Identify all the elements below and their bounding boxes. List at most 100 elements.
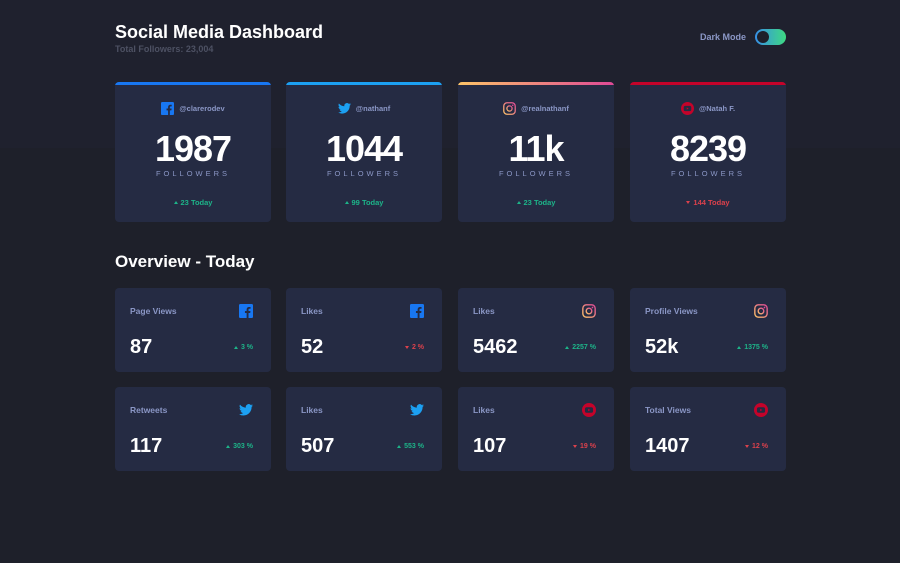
card-accent-bar — [630, 82, 786, 85]
overview-card[interactable]: Total Views 1407 12 % — [630, 387, 786, 471]
follower-card-youtube[interactable]: @Natah F. 8239 FOLLOWERS 144 Today — [630, 82, 786, 222]
overview-card[interactable]: Page Views 87 3 % — [115, 288, 271, 372]
header: Social Media Dashboard Total Followers: … — [115, 0, 786, 82]
arrow-up-icon — [397, 445, 402, 448]
follower-unit: FOLLOWERS — [155, 169, 231, 178]
metric-change: 12 % — [745, 443, 768, 450]
metric-value: 1407 — [645, 435, 690, 457]
metric-label: Retweets — [130, 405, 168, 415]
arrow-up-icon — [226, 445, 231, 448]
metric-change-text: 2257 % — [572, 344, 596, 351]
metric-change-text: 1375 % — [744, 344, 768, 351]
metric-label: Total Views — [645, 405, 691, 415]
page-title: Social Media Dashboard — [115, 22, 324, 42]
handle: @Natah F. — [698, 104, 736, 113]
metric-label: Likes — [473, 306, 495, 316]
arrow-up-icon — [233, 346, 238, 349]
metric-value: 5462 — [473, 336, 518, 358]
youtube-icon — [680, 102, 694, 115]
youtube-icon — [754, 403, 768, 417]
card-accent-bar — [286, 82, 442, 85]
overview-card[interactable]: Likes 52 2 % — [286, 288, 442, 372]
total-followers: Total Followers: 23,004 — [115, 44, 214, 54]
follower-card-twitter[interactable]: @nathanf 1044 FOLLOWERS 99 Today — [286, 82, 442, 222]
metric-change: 1375 % — [737, 344, 768, 351]
instagram-icon — [754, 304, 768, 318]
metric-label: Page Views — [130, 306, 177, 316]
twitter-icon — [410, 403, 424, 417]
overview-card[interactable]: Profile Views 52k 1375 % — [630, 288, 786, 372]
overview-card[interactable]: Likes 5462 2257 % — [458, 288, 614, 372]
overview-card[interactable]: Retweets 117 303 % — [115, 387, 271, 471]
dark-mode-toggle[interactable] — [755, 29, 786, 45]
follower-card-facebook[interactable]: @clarerodev 1987 FOLLOWERS 23 Today — [115, 82, 271, 222]
follower-count: 1044 — [325, 128, 403, 169]
follower-card-instagram[interactable]: @realnathanf 11k FOLLOWERS 23 Today — [458, 82, 614, 222]
metric-change-text: 303 % — [233, 443, 253, 450]
follower-unit: FOLLOWERS — [326, 169, 402, 178]
handle-row: @nathanf — [286, 102, 442, 115]
card-accent-bar — [115, 82, 271, 85]
metric-change: 19 % — [573, 443, 596, 450]
handle: @realnathanf — [521, 104, 569, 113]
youtube-icon — [582, 403, 596, 417]
metric-value: 52 — [301, 336, 324, 358]
twitter-icon — [239, 403, 253, 417]
handle-row: @clarerodev — [115, 102, 271, 115]
metric-change-text: 2 % — [411, 344, 424, 351]
follower-change: 144 Today — [630, 198, 786, 207]
facebook-icon — [239, 304, 253, 318]
handle-row: @realnathanf — [458, 102, 614, 115]
metric-change-text: 12 % — [752, 443, 768, 450]
overview-card[interactable]: Likes 107 19 % — [458, 387, 614, 471]
arrow-down-icon — [573, 445, 578, 448]
arrow-up-icon — [344, 201, 349, 204]
overview-title: Overview - Today — [115, 252, 255, 271]
dark-mode-label: Dark Mode — [699, 32, 746, 42]
metric-label: Likes — [301, 306, 323, 316]
follower-unit: FOLLOWERS — [498, 169, 574, 178]
follower-change: 23 Today — [115, 198, 271, 207]
arrow-up-icon — [173, 201, 178, 204]
toggle-knob — [757, 31, 769, 43]
metric-change-text: 3 % — [240, 344, 253, 351]
card-accent-bar — [458, 82, 614, 85]
handle: @clarerodev — [179, 104, 225, 113]
dark-mode-control: Dark Mode — [700, 29, 786, 45]
follower-unit: FOLLOWERS — [670, 169, 746, 178]
follower-change: 99 Today — [286, 198, 442, 207]
dashboard: Social Media Dashboard Total Followers: … — [115, 0, 786, 471]
metric-change-text: 19 % — [580, 443, 596, 450]
arrow-up-icon — [565, 346, 570, 349]
metric-label: Likes — [473, 405, 495, 415]
twitter-icon — [337, 103, 351, 114]
follower-cards: @clarerodev 1987 FOLLOWERS 23 Today @nat… — [115, 82, 786, 222]
metric-change-text: 553 % — [404, 443, 424, 450]
handle: @nathanf — [355, 104, 391, 113]
metric-value: 117 — [130, 435, 163, 457]
metric-change: 303 % — [226, 443, 253, 450]
handle-row: @Natah F. — [630, 102, 786, 115]
instagram-icon — [503, 102, 516, 115]
facebook-icon — [410, 304, 424, 318]
arrow-up-icon — [737, 346, 742, 349]
change-text: 23 Today — [523, 198, 556, 207]
arrow-down-icon — [745, 445, 750, 448]
follower-count: 11k — [508, 128, 564, 169]
metric-value: 52k — [645, 336, 679, 358]
metric-change: 3 % — [233, 344, 253, 351]
overview-card[interactable]: Likes 507 553 % — [286, 387, 442, 471]
metric-value: 107 — [473, 435, 507, 457]
follower-count: 8239 — [669, 128, 747, 169]
facebook-icon — [161, 102, 175, 115]
instagram-icon — [582, 304, 596, 318]
metric-label: Likes — [301, 405, 323, 415]
arrow-down-icon — [686, 201, 691, 204]
metric-change: 2257 % — [565, 344, 596, 351]
follower-change: 23 Today — [458, 198, 614, 207]
metric-value: 507 — [301, 435, 335, 457]
change-text: 99 Today — [351, 198, 384, 207]
metric-change: 553 % — [397, 443, 424, 450]
metric-value: 87 — [130, 336, 153, 358]
arrow-up-icon — [516, 201, 521, 204]
